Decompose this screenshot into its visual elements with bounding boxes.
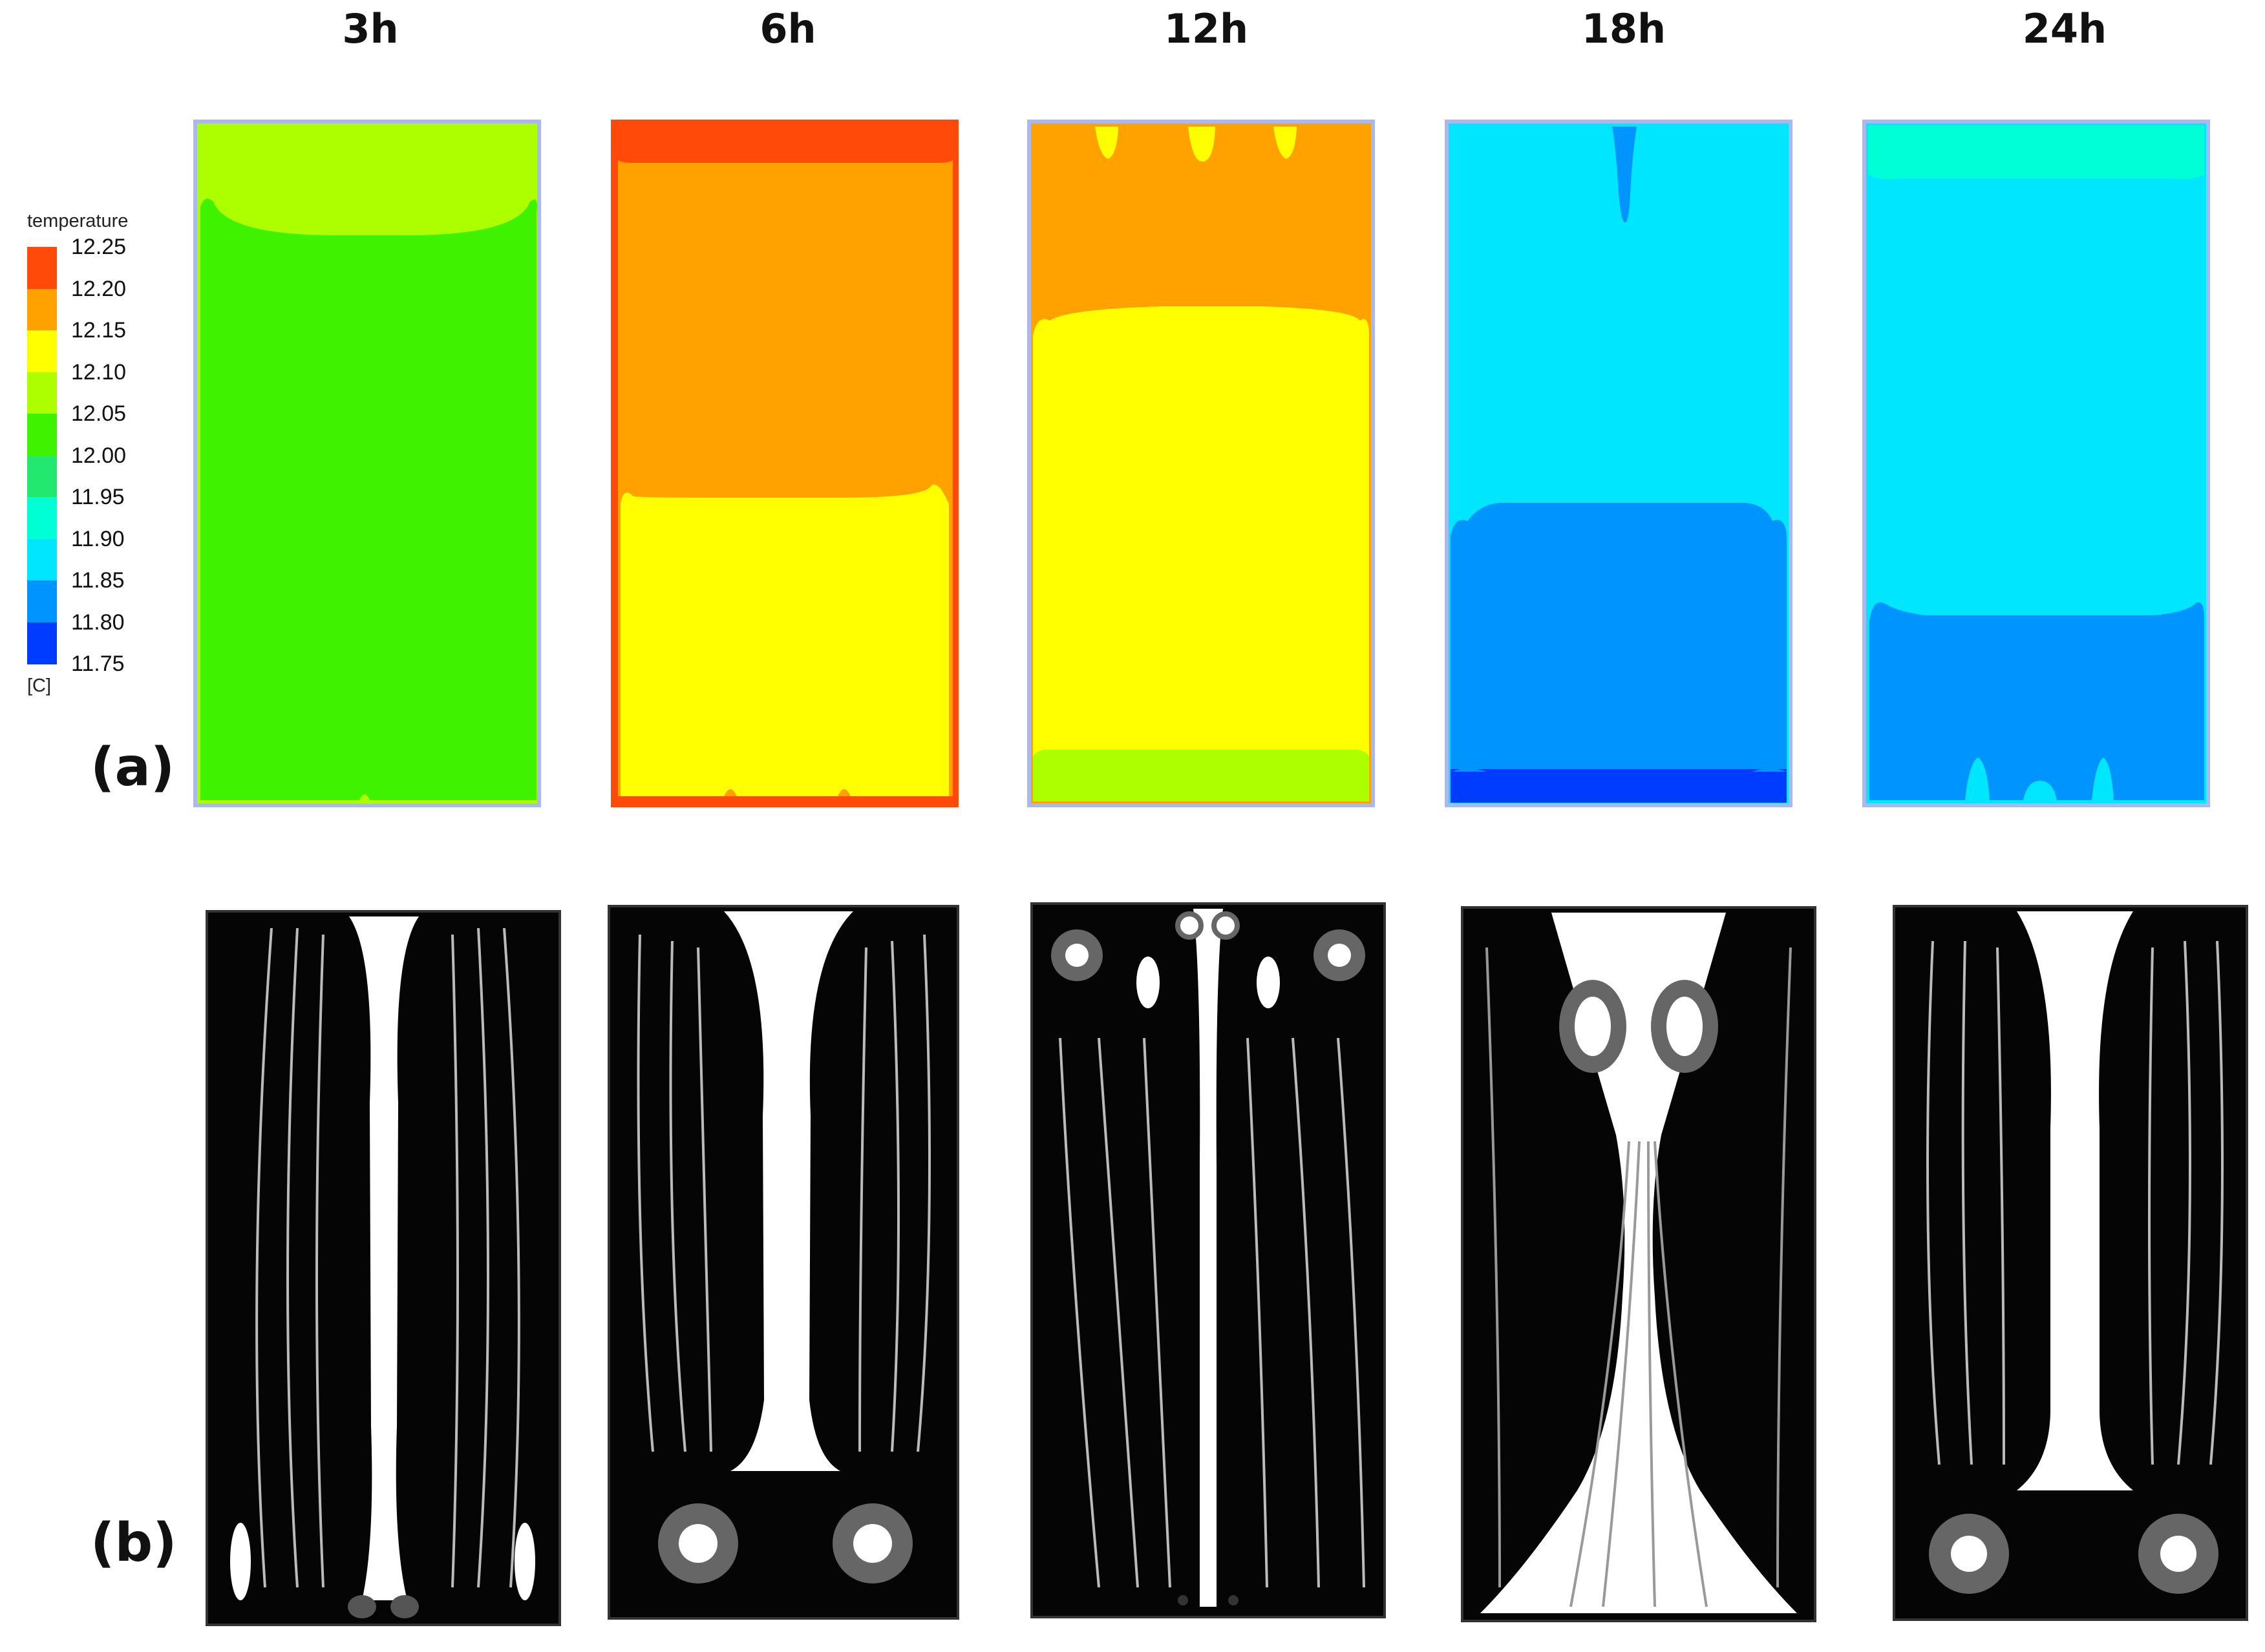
legend-band-9 [27, 622, 57, 664]
legend-title: temperature [27, 211, 129, 231]
legend-band-5 [27, 455, 57, 498]
legend-band-7 [27, 538, 57, 581]
streamlines-12h [1030, 902, 1386, 1618]
streamlines-row [206, 902, 2248, 1626]
panel-label-b: (b) [90, 1512, 177, 1574]
legend-band-6 [27, 497, 57, 540]
contour-24h [1862, 120, 2210, 807]
time-label-18h: 18h [1581, 5, 1666, 52]
legend-band-8 [27, 580, 57, 623]
legend-tick-label: 11.95 [71, 485, 125, 509]
panel-label-a: (a) [90, 737, 175, 798]
legend-tick-label: 12.15 [71, 318, 127, 343]
time-label-3h: 3h [342, 5, 399, 52]
legend-tick-label: 11.80 [71, 609, 125, 635]
temperature-contours-row [193, 120, 2210, 807]
legend-tick-label: 12.25 [71, 235, 127, 259]
legend-tick-label: 11.85 [71, 568, 125, 593]
legend-band-1 [27, 288, 57, 331]
legend-tick-label: 11.90 [71, 526, 125, 551]
legend-band-4 [27, 414, 57, 456]
contour-3h [193, 120, 541, 807]
legend-unit: [C] [27, 675, 52, 696]
time-label-12h: 12h [1164, 5, 1249, 52]
legend-band-3 [27, 372, 57, 414]
streamlines-6h [608, 905, 959, 1620]
time-label-24h: 24h [2022, 5, 2107, 52]
legend-band-0 [27, 247, 57, 290]
legend-tick-label: 12.00 [71, 443, 127, 468]
legend-tick-label: 11.75 [71, 651, 125, 676]
legend-tick-label: 12.05 [71, 401, 127, 426]
temperature-legend: temperature 12.25 12.20 12.15 12.10 12.05 12.… [23, 211, 178, 721]
legend-tick-label: 12.20 [71, 276, 127, 301]
contour-6h [611, 120, 959, 807]
contour-12h [1027, 120, 1375, 807]
streamlines-18h [1461, 906, 1816, 1622]
legend-band-2 [27, 330, 57, 373]
streamlines-24h [1893, 905, 2248, 1621]
streamlines-3h [206, 910, 561, 1626]
legend-tick-label: 12.10 [71, 359, 127, 385]
contour-18h [1445, 120, 1792, 807]
time-label-6h: 6h [760, 5, 816, 52]
